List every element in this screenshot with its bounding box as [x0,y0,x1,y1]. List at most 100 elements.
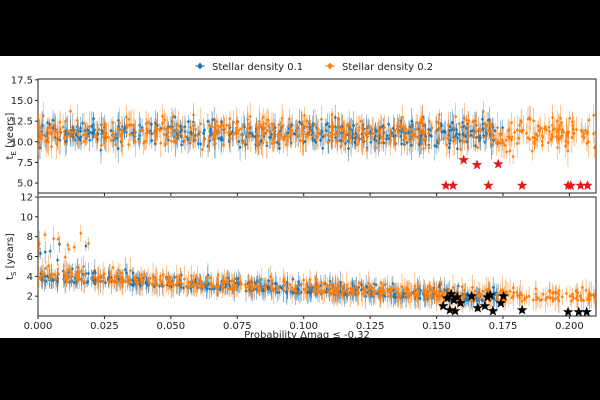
star-marker [498,290,509,301]
data-point [56,237,60,241]
data-point [354,285,358,290]
data-point [393,141,397,146]
data-point [451,285,455,290]
data-point [330,137,334,142]
data-point [270,132,274,137]
data-point [289,140,293,145]
star-marker [562,306,574,317]
data-point [314,277,318,282]
data-point [477,292,481,297]
data-point [162,283,166,288]
data-point [242,140,246,145]
data-point [390,287,394,291]
data-point [389,128,393,133]
data-point [162,117,166,122]
data-point [540,297,544,302]
data-point [155,134,159,139]
data-point [123,267,127,272]
data-point [302,113,306,118]
data-point [193,133,197,138]
data-point [338,292,342,297]
data-point [404,293,408,298]
data-point [234,276,238,281]
star-marker [479,300,491,311]
data-point [222,130,226,135]
data-point [286,134,290,139]
data-point [93,281,97,286]
data-point [90,277,94,282]
data-point [360,291,365,296]
data-point [491,285,495,290]
data-point [219,135,224,140]
data-point [362,288,366,293]
data-point [88,138,92,143]
data-point [364,133,368,138]
data-point [421,146,426,151]
data-point [303,124,307,129]
data-point [148,280,152,285]
x-tick-label: 0.075 [223,321,252,332]
data-point [585,141,589,146]
data-point [148,276,152,281]
data-point [359,119,363,124]
data-point [183,138,187,143]
data-point [169,126,173,131]
data-point [72,245,76,250]
data-point [304,290,308,295]
data-point [116,126,120,131]
data-point [206,119,210,124]
data-point [552,290,556,295]
star-marker [452,291,463,302]
x-tick-label: 0.025 [90,321,119,332]
data-point [559,120,564,125]
data-point [528,117,532,122]
data-point [171,128,175,133]
data-point [417,135,421,140]
data-point [240,141,244,145]
data-point [534,297,538,302]
data-point [414,127,418,132]
data-point [279,132,283,137]
data-point [437,139,441,144]
data-point [508,135,512,140]
data-point [494,298,498,303]
data-point [357,128,361,133]
data-point [567,130,571,135]
data-point [468,298,472,303]
data-point [549,138,553,143]
data-point [487,128,491,133]
data-point [103,280,108,285]
data-point [130,278,134,282]
x-tick-label: 0.150 [422,321,451,332]
data-point [394,291,398,295]
data-point [376,134,380,139]
data-point [556,145,560,150]
data-point [43,276,47,281]
data-point [427,289,431,294]
data-point [506,293,510,298]
data-point [568,116,572,121]
data-point [508,149,512,153]
data-point [128,268,132,273]
data-point [313,283,317,288]
data-point [555,290,559,295]
data-point [526,135,530,140]
data-point [547,125,551,130]
data-point [294,289,298,294]
data-point [267,285,271,290]
data-point [158,277,162,282]
star-marker [455,297,466,308]
data-point [270,281,274,286]
data-point [229,287,233,292]
data-point [399,134,403,139]
data-point [446,136,450,141]
data-point [221,142,226,147]
data-point [515,141,519,146]
data-point [128,132,132,137]
data-point [216,123,220,128]
data-point [130,123,134,128]
data-point [337,284,341,289]
data-point [50,272,54,276]
data-point [592,292,596,297]
data-point [444,143,449,147]
